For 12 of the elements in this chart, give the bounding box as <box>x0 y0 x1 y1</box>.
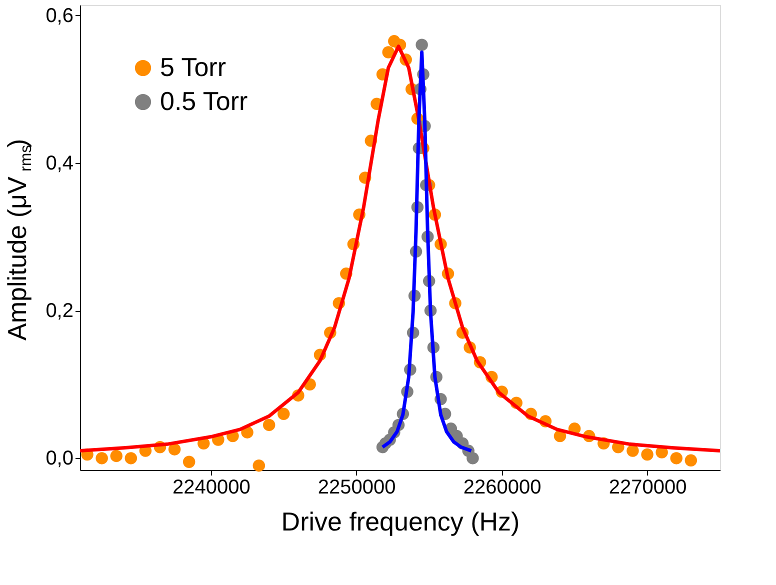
x-tick-label: 2260000 <box>463 476 542 498</box>
x-tick-label: 2250000 <box>318 476 396 498</box>
x-axis-title: Drive frequency (Hz) <box>281 506 520 536</box>
x-tick-label: 2240000 <box>172 476 250 498</box>
y-tick-label: 0,0 <box>46 448 74 470</box>
y-tick-label: 0,4 <box>46 152 74 174</box>
y-tick-label: 0,6 <box>46 4 74 27</box>
legend-label: 0.5 Torr <box>160 86 248 116</box>
y-axis-title: Amplitude (μVrms) <box>2 138 35 340</box>
y-tick-label: 0,2 <box>46 300 74 322</box>
legend-label: 5 Torr <box>160 52 226 82</box>
x-tick-label: 2270000 <box>608 476 687 498</box>
